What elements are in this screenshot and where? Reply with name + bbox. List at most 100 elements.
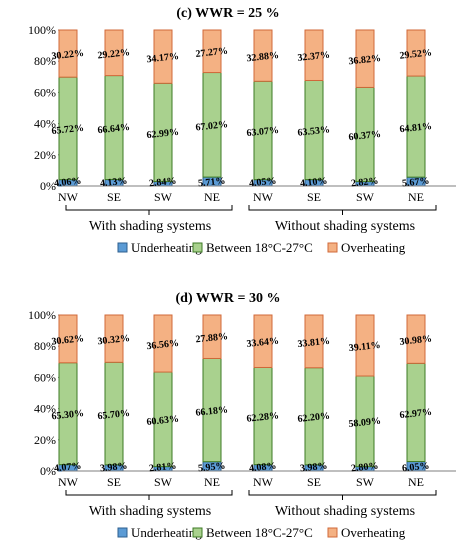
data-label-underheating: 5.95% — [197, 461, 225, 475]
y-tick-label: 0% — [40, 179, 56, 193]
data-label-overheating: 29.22% — [97, 47, 130, 61]
data-label-underheating: 2.84% — [148, 176, 176, 190]
y-tick-label: 40% — [34, 117, 56, 131]
x-tick-label: SW — [356, 475, 375, 489]
x-tick-label: NW — [253, 190, 274, 204]
x-tick-label: NE — [408, 475, 424, 489]
legend-swatch-between — [192, 527, 203, 538]
bar-overheating-nw — [253, 29, 273, 82]
x-tick-label: NE — [408, 190, 424, 204]
data-label-overheating: 34.17% — [146, 51, 179, 65]
legend-swatch-overheating — [327, 242, 338, 253]
data-label-overheating: 30.98% — [399, 334, 432, 348]
data-label-between: 63.53% — [297, 124, 330, 138]
data-label-between: 62.99% — [146, 127, 179, 141]
data-label-between: 62.97% — [399, 407, 432, 421]
y-tick-label: 100% — [28, 23, 56, 37]
data-label-underheating: 2.81% — [148, 461, 176, 475]
bar-overheating-ne — [202, 29, 222, 74]
y-tick-label: 80% — [34, 54, 56, 68]
data-label-overheating: 36.56% — [146, 338, 179, 352]
data-label-overheating: 27.88% — [195, 331, 228, 345]
group-label: Without shading systems — [275, 504, 415, 519]
data-label-underheating: 4.13% — [99, 176, 127, 190]
data-label-underheating: 3.98% — [299, 461, 327, 475]
x-tick-label: NW — [253, 475, 274, 489]
bar-overheating-ne — [406, 314, 426, 364]
data-label-between: 63.07% — [246, 125, 279, 139]
legend-label-underheating: Underheating — [131, 525, 202, 540]
data-label-underheating: 3.98% — [99, 461, 127, 475]
data-label-overheating: 32.37% — [297, 50, 330, 64]
data-label-between: 58.09% — [348, 416, 381, 430]
bar-overheating-se — [304, 29, 324, 81]
bar-overheating-se — [104, 314, 124, 363]
legend-label-between: Between 18°C-27°C — [206, 525, 313, 540]
bar-overheating-nw — [253, 314, 273, 368]
group-bracket — [65, 205, 233, 215]
y-tick-label: 20% — [34, 433, 56, 447]
group-label: With shading systems — [89, 504, 211, 519]
chart-title: (c) WWR = 25 % — [176, 6, 279, 21]
bar-overheating-sw — [355, 314, 375, 377]
legend-label-underheating: Underheating — [131, 240, 202, 255]
data-label-underheating: 5.67% — [401, 176, 429, 190]
data-label-between: 65.30% — [51, 408, 84, 422]
legend-swatch-between — [192, 242, 203, 253]
chart-panel-d: (d) WWR = 30 % 0% 20% 40% 60% 80% 100% 4.07% 65.… — [28, 291, 456, 540]
legend-label-overheating: Overheating — [341, 525, 406, 540]
data-label-overheating: 33.81% — [297, 336, 330, 350]
bar-overheating-sw — [153, 314, 173, 373]
data-label-underheating: 5.71% — [197, 176, 225, 190]
y-tick-label: 20% — [34, 148, 56, 162]
legend-label-overheating: Overheating — [341, 240, 406, 255]
data-label-between: 65.72% — [51, 123, 84, 137]
bar-overheating-ne — [202, 314, 222, 359]
data-label-overheating: 29.52% — [399, 47, 432, 61]
data-label-overheating: 32.88% — [246, 50, 279, 64]
data-label-overheating: 36.82% — [348, 53, 381, 67]
data-label-underheating: 2.80% — [350, 461, 378, 475]
y-tick-label: 0% — [40, 464, 56, 478]
x-tick-label: NW — [58, 190, 79, 204]
x-tick-label: SW — [154, 475, 173, 489]
y-tick-label: 80% — [34, 339, 56, 353]
data-label-between: 67.02% — [195, 119, 228, 133]
bar-overheating-nw — [58, 29, 78, 78]
data-label-overheating: 30.62% — [51, 333, 84, 347]
data-label-underheating: 4.06% — [53, 176, 81, 190]
bar-overheating-sw — [153, 29, 173, 84]
data-label-between: 64.81% — [399, 121, 432, 135]
x-tick-label: NE — [204, 475, 220, 489]
legend-swatch-underheating — [117, 527, 128, 538]
group-bracket — [248, 490, 437, 500]
data-label-between: 66.64% — [97, 122, 130, 136]
data-label-between: 62.28% — [246, 410, 279, 424]
data-label-underheating: 2.82% — [350, 176, 378, 190]
bar-overheating-ne — [406, 29, 426, 77]
data-label-overheating: 30.22% — [51, 48, 84, 62]
data-label-underheating: 6.05% — [401, 461, 429, 475]
chart-title: (d) WWR = 30 % — [176, 291, 281, 306]
y-tick-label: 40% — [34, 402, 56, 416]
y-tick-label: 100% — [28, 308, 56, 322]
data-label-underheating: 4.07% — [53, 461, 81, 475]
data-label-between: 66.18% — [195, 404, 228, 418]
data-label-between: 60.63% — [146, 414, 179, 428]
x-tick-label: SE — [107, 190, 121, 204]
legend-swatch-underheating — [117, 242, 128, 253]
x-tick-label: SW — [154, 190, 173, 204]
data-label-underheating: 4.05% — [248, 176, 276, 190]
x-tick-label: NE — [204, 190, 220, 204]
data-label-overheating: 27.27% — [195, 46, 228, 60]
x-tick-label: SE — [307, 190, 321, 204]
group-label: With shading systems — [89, 219, 211, 234]
x-tick-label: NW — [58, 475, 79, 489]
bar-overheating-se — [304, 314, 324, 369]
legend-swatch-overheating — [327, 527, 338, 538]
legend-label-between: Between 18°C-27°C — [206, 240, 313, 255]
group-bracket — [248, 205, 437, 215]
y-tick-label: 60% — [34, 85, 56, 99]
data-label-between: 60.37% — [348, 129, 381, 143]
